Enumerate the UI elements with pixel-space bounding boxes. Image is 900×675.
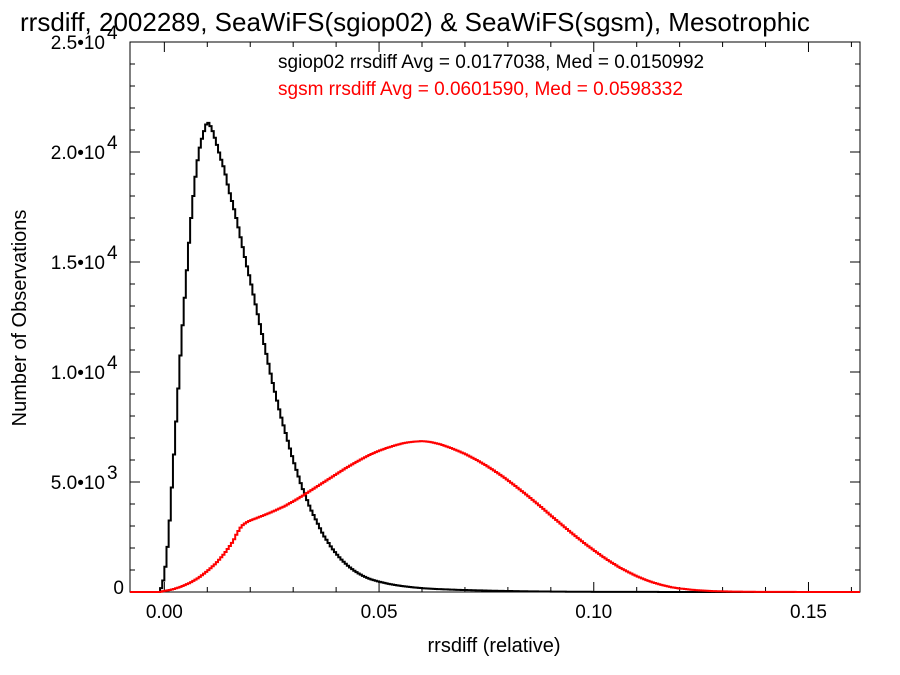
plot-frame [129, 41, 861, 593]
chart-title: rrsdiff, 2002289, SeaWiFS(sgiop02) & Sea… [20, 7, 810, 37]
x-tick-label: 0.10 [575, 602, 612, 623]
y-tick-label: 2.5•10 [51, 33, 105, 54]
x-axis-label: rrsdiff (relative) [428, 635, 561, 657]
y-tick-label: 2.0•10 [51, 143, 105, 164]
y-tick-label: 1.5•10 [51, 253, 105, 274]
y-tick-label: 5.0•10 [51, 473, 105, 494]
x-tick-label: 0.15 [790, 602, 827, 623]
y-tick-label: 1.0•10 [51, 363, 105, 384]
x-tick-label: 0.05 [361, 602, 398, 623]
y-axis-label: Number of Observations [9, 210, 31, 427]
legend-entry-sgiop02: sgiop02 rrsdiff Avg = 0.0177038, Med = 0… [278, 52, 704, 73]
y-tick-label-exponent: 4 [107, 133, 118, 154]
x-tick-label: 0.00 [146, 602, 183, 623]
y-tick-label: 0 [113, 578, 124, 599]
series-sgiop02-line [130, 121, 860, 593]
y-tick-label-exponent: 4 [107, 243, 118, 264]
y-tick-label-exponent: 3 [107, 463, 118, 484]
series-sgsm-line [130, 440, 860, 593]
y-tick-label-exponent: 4 [107, 353, 118, 374]
legend-entry-sgsm: sgsm rrsdiff Avg = 0.0601590, Med = 0.05… [278, 79, 683, 100]
y-tick-label-exponent: 4 [107, 23, 118, 44]
